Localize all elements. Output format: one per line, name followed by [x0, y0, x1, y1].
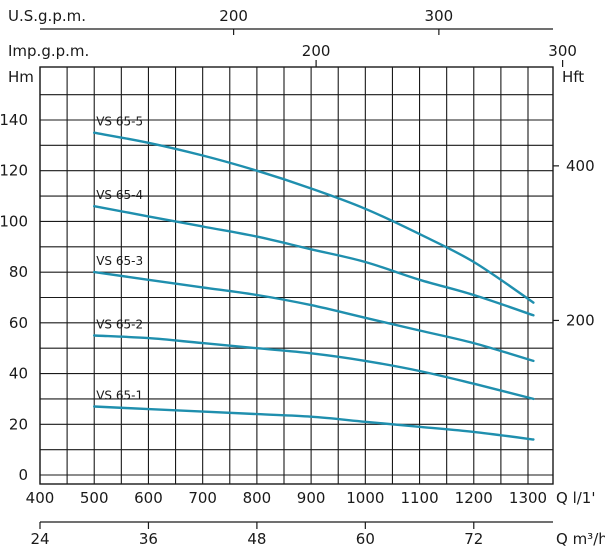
series-line-vs-65-1: [93, 405, 535, 441]
m3h-tick-label: 72: [464, 530, 483, 548]
y-left-tick-label: 100: [0, 212, 28, 230]
x-axis-unit-label: Q l/1': [556, 489, 595, 507]
x-tick-label: 1000: [346, 489, 384, 507]
y-right-tick-label: 200: [566, 311, 595, 329]
x-tick-label: 1100: [400, 489, 438, 507]
x-tick-label: 400: [26, 489, 55, 507]
x-tick-label: 600: [134, 489, 163, 507]
y-left-tick-label: 20: [9, 415, 28, 433]
series-label: VS 65-1: [96, 389, 143, 403]
m3h-tick-label: 48: [247, 530, 266, 548]
curve-layer: [93, 131, 535, 441]
impgpm-tick-label: 300: [548, 42, 577, 60]
series-line-vs-65-3: [93, 270, 535, 363]
series-label: VS 65-3: [96, 254, 143, 268]
y-left-tick-label: 40: [9, 365, 28, 383]
y-left-tick-label: 120: [0, 162, 28, 180]
m3h-tick-label: 36: [139, 530, 158, 548]
series-label: VS 65-4: [96, 188, 143, 202]
usgpm-tick-label: 200: [219, 7, 248, 25]
m3h-tick-label: 24: [30, 530, 49, 548]
plot-frame: [39, 66, 554, 485]
impgpm-axis-label: Imp.g.p.m.: [8, 42, 89, 60]
y-right-tick-label: 400: [566, 157, 595, 175]
y-left-tick-label: 60: [9, 314, 28, 332]
y-left-tick-label: 80: [9, 263, 28, 281]
x-tick-label: 500: [80, 489, 109, 507]
series-line-vs-65-2: [93, 334, 535, 401]
axis-layer: 0 20 40 60 80 100 120 140 Hm 200 400 Hft 400 500 600 70…: [0, 7, 605, 548]
series-label: VS 65-5: [96, 115, 143, 129]
usgpm-axis-label: U.S.g.p.m.: [8, 7, 86, 25]
y-left-tick-label: 0: [18, 466, 28, 484]
series-line-vs-65-5: [93, 131, 535, 304]
series-label: VS 65-2: [96, 318, 143, 332]
m3h-tick-label: 60: [356, 530, 375, 548]
y-right-axis-label: Hft: [562, 68, 584, 86]
y-left-tick-label: 140: [0, 111, 28, 129]
grid-layer: [39, 66, 554, 485]
x-tick-label: 900: [297, 489, 326, 507]
x-tick-label: 700: [188, 489, 217, 507]
m3h-axis-label: Q m³/h: [556, 530, 605, 548]
x-tick-label: 800: [243, 489, 272, 507]
label-layer: VS 65-5 VS 65-4 VS 65-3 VS 65-2 VS 65-1: [96, 115, 143, 403]
impgpm-tick-label: 200: [302, 42, 331, 60]
y-left-axis-label: Hm: [8, 68, 34, 86]
x-tick-label: 1300: [509, 489, 547, 507]
series-line-vs-65-4: [93, 205, 535, 317]
x-tick-label: 1200: [455, 489, 493, 507]
usgpm-tick-label: 300: [425, 7, 454, 25]
